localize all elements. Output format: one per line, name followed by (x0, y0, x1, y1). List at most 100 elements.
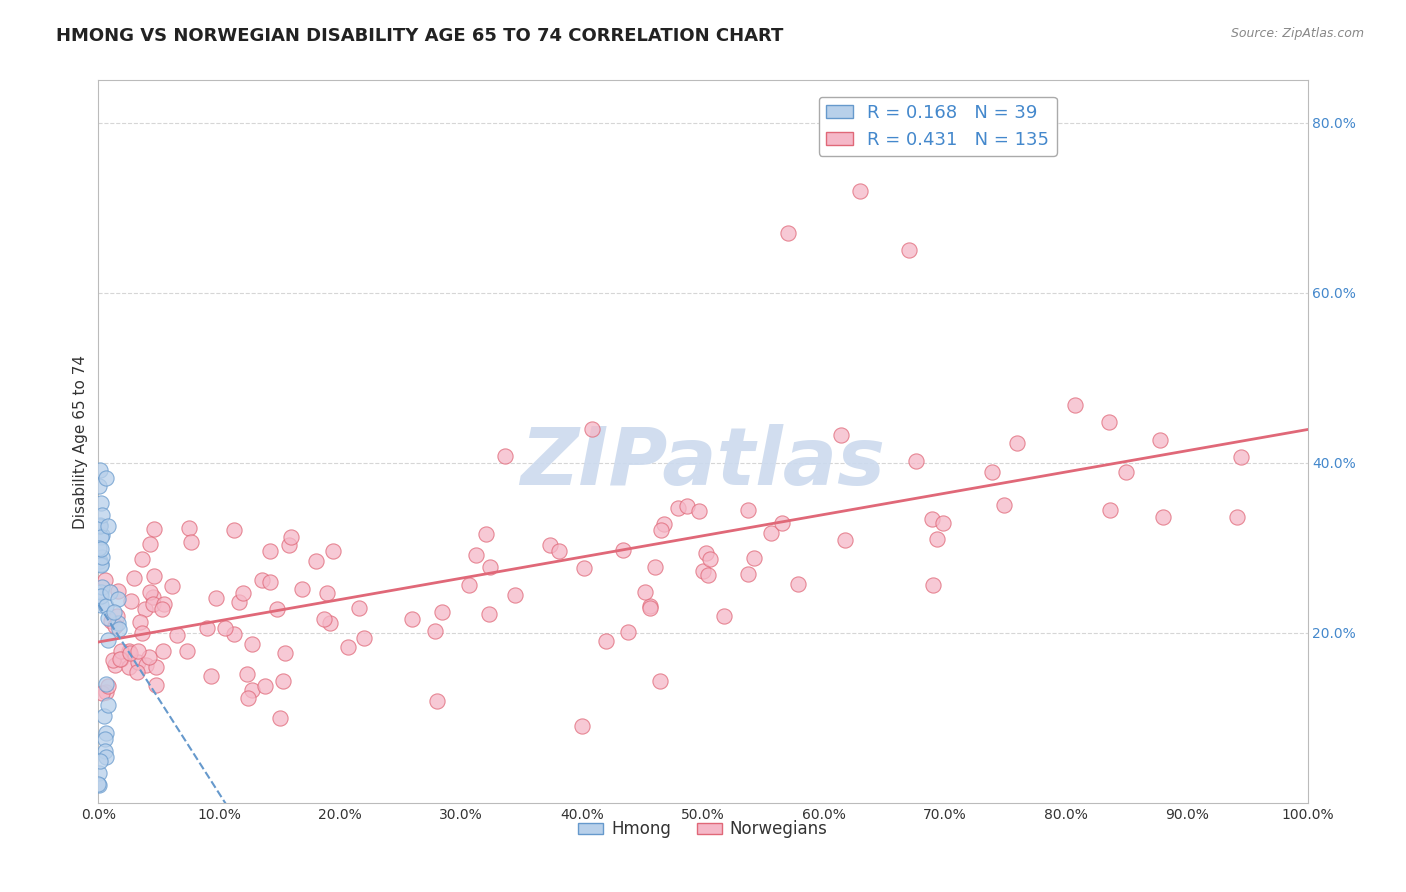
Point (633, 585, 655, 599)
Point (430, 605, 453, 619)
Point (1115, 465, 1137, 479)
Point (90, 598, 112, 612)
Point (93, 708, 115, 723)
Point (101, 653, 124, 667)
Point (122, 571, 145, 585)
Point (1226, 510, 1249, 524)
Point (236, 666, 259, 681)
Point (118, 660, 141, 674)
Point (494, 450, 516, 464)
Point (458, 578, 481, 592)
Point (176, 644, 198, 658)
Point (291, 582, 314, 596)
Point (1099, 503, 1122, 517)
Point (96, 471, 118, 485)
Point (699, 552, 721, 566)
Point (595, 634, 617, 648)
Point (125, 665, 148, 679)
Point (89, 754, 111, 768)
Point (91, 580, 114, 594)
Point (571, 719, 593, 733)
Point (177, 521, 200, 535)
Point (107, 615, 129, 630)
Point (127, 644, 149, 658)
Point (980, 465, 1002, 479)
Point (131, 552, 153, 566)
Point (97, 519, 120, 533)
Point (96, 750, 118, 764)
Point (153, 598, 176, 612)
Point (770, 516, 793, 530)
Point (91, 686, 114, 700)
Point (90, 557, 112, 571)
Point (89, 479, 111, 493)
Point (131, 626, 153, 640)
Point (259, 575, 281, 590)
Point (927, 532, 949, 546)
Point (426, 694, 449, 708)
Point (90, 508, 112, 522)
Text: Source: ZipAtlas.com: Source: ZipAtlas.com (1230, 27, 1364, 40)
Point (742, 550, 765, 565)
Y-axis label: Disability Age 65 to 74: Disability Age 65 to 74 (73, 354, 89, 529)
Point (253, 679, 276, 693)
Point (145, 660, 167, 674)
Point (1149, 434, 1171, 448)
Point (759, 526, 782, 541)
Point (688, 504, 710, 518)
Point (713, 608, 735, 623)
Point (104, 657, 127, 672)
Point (266, 602, 288, 616)
Point (107, 584, 129, 599)
Point (224, 524, 246, 538)
Point (1097, 415, 1119, 429)
Point (242, 637, 264, 651)
Point (120, 594, 142, 608)
Point (312, 612, 335, 626)
Point (214, 621, 236, 635)
Point (195, 621, 218, 635)
Text: HMONG VS NORWEGIAN DISABILITY AGE 65 TO 74 CORRELATION CHART: HMONG VS NORWEGIAN DISABILITY AGE 65 TO … (56, 27, 783, 45)
Point (166, 628, 188, 642)
Point (305, 554, 328, 568)
Point (100, 614, 122, 628)
Point (650, 523, 672, 537)
Point (103, 605, 125, 619)
Point (135, 657, 157, 672)
Point (905, 454, 928, 468)
Point (97, 611, 120, 625)
Point (90, 530, 112, 544)
Point (897, 244, 920, 258)
Point (503, 588, 526, 602)
Point (277, 537, 299, 551)
Point (666, 500, 689, 515)
Point (1063, 398, 1085, 412)
Point (97, 679, 120, 693)
Point (318, 616, 340, 631)
Point (200, 669, 222, 683)
Point (922, 578, 945, 592)
Point (572, 560, 595, 574)
Point (97, 698, 120, 712)
Point (921, 512, 943, 526)
Point (89, 519, 111, 533)
Point (90, 589, 112, 603)
Point (347, 601, 370, 615)
Point (110, 652, 132, 666)
Point (236, 690, 259, 705)
Point (90, 495, 112, 509)
Point (142, 597, 165, 611)
Point (90, 584, 112, 599)
Point (94, 676, 117, 690)
Point (548, 544, 571, 558)
Point (120, 646, 142, 660)
Point (134, 602, 156, 616)
Point (337, 640, 360, 654)
Point (638, 600, 661, 615)
Point (830, 428, 852, 442)
Point (98, 585, 121, 599)
Point (96, 726, 118, 740)
Point (97, 632, 120, 647)
Point (269, 711, 291, 725)
Point (274, 646, 297, 660)
